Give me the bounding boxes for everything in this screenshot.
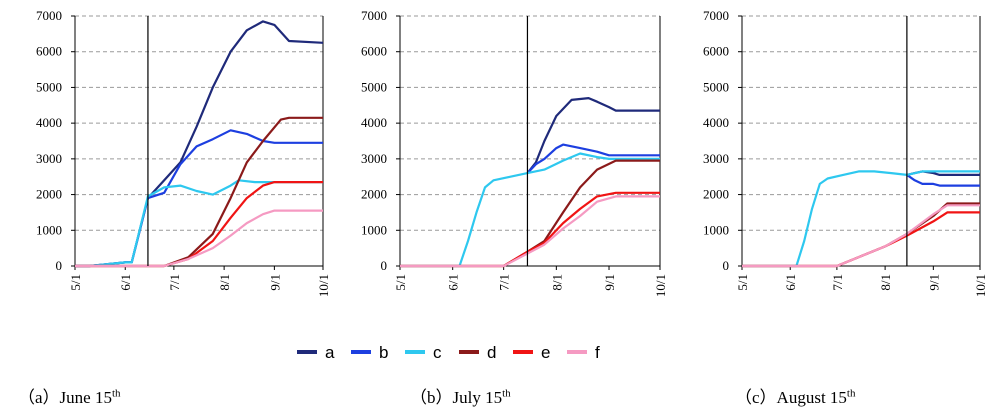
y-tick-label: 2000 [361, 187, 387, 202]
y-tick-label: 4000 [703, 115, 729, 130]
series-f-line [742, 204, 980, 268]
y-tick-label: 3000 [703, 151, 729, 166]
caption-b-sup: th [502, 387, 511, 400]
y-tick-label: 5000 [703, 79, 729, 94]
x-tick-label: 6/1 [118, 274, 133, 291]
y-tick-label: 7000 [361, 8, 387, 23]
x-tick-label: 7/1 [497, 274, 512, 291]
caption-a-sup: th [111, 387, 121, 400]
legend-label-d: d [487, 343, 496, 362]
y-tick-label: 1000 [36, 222, 62, 237]
caption-c-sup: th [846, 387, 856, 400]
x-tick-label: 8/1 [549, 274, 564, 291]
y-tick-label: 5000 [36, 79, 62, 94]
series-b-line [906, 173, 980, 187]
series-e-line [742, 211, 980, 268]
y-tick-label: 6000 [361, 44, 387, 59]
x-tick-label: 10/1 [316, 274, 331, 297]
y-tick-label: 6000 [36, 44, 62, 59]
legend-label-b: b [379, 343, 388, 362]
y-tick-label: 4000 [36, 115, 62, 130]
x-tick-label: 6/1 [783, 274, 798, 291]
series-e-line [400, 191, 660, 268]
x-tick-label: 7/1 [830, 274, 845, 291]
caption-c: （c）August 15th [735, 383, 855, 408]
series-b-line [526, 143, 660, 174]
y-tick-label: 3000 [36, 151, 62, 166]
series-f-line [75, 209, 323, 268]
y-tick-label: 7000 [703, 8, 729, 23]
x-tick-label: 9/1 [926, 274, 941, 291]
x-tick-label: 5/1 [735, 274, 750, 291]
x-tick-label: 7/1 [167, 274, 182, 291]
y-tick-label: 2000 [36, 187, 62, 202]
caption-b: （b）July 15th [410, 383, 511, 408]
caption-c-text: （c）August 15 [735, 388, 847, 407]
x-tick-label: 5/1 [68, 274, 83, 291]
chart-panel-1: 0 1000 2000 3000 4000 5000 6000 7000 5/1 6/1 7/1 8/… [361, 8, 668, 297]
y-tick-label: 7000 [36, 8, 62, 23]
series-a-line [526, 96, 660, 174]
caption-b-text: （b）July 15 [410, 388, 503, 407]
y-tick-label: 3000 [361, 151, 387, 166]
x-tick-label: 9/1 [602, 274, 617, 291]
x-tick-label: 10/1 [973, 274, 988, 297]
y-tick-label: 5000 [361, 79, 387, 94]
y-tick-label: 1000 [361, 222, 387, 237]
x-tick-label: 9/1 [267, 274, 282, 291]
x-tick-label: 5/1 [393, 274, 408, 291]
caption-a-text: （a）June 15 [18, 388, 112, 407]
y-tick-label: 4000 [361, 115, 387, 130]
x-tick-label: 8/1 [878, 274, 893, 291]
series-f-line [400, 195, 660, 268]
chart-panel-2: 0 1000 2000 3000 4000 5000 6000 7000 5/1 6/1 7/1 8/… [703, 8, 988, 297]
x-tick-label: 6/1 [446, 274, 461, 291]
y-tick-label: 0 [723, 258, 730, 273]
caption-a: （a）June 15th [18, 383, 121, 408]
y-tick-label: 0 [381, 258, 388, 273]
x-tick-label: 8/1 [217, 274, 232, 291]
y-tick-label: 1000 [703, 222, 729, 237]
legend-label-e: e [541, 343, 550, 362]
legend-label-f: f [595, 343, 600, 362]
x-tick-label: 10/1 [653, 274, 668, 297]
y-tick-label: 0 [56, 258, 63, 273]
chart-panel-0: 0 1000 2000 3000 4000 5000 6000 7000 5/1 6/1 7/1 8/… [36, 8, 331, 297]
legend-label-a: a [325, 343, 335, 362]
y-tick-label: 6000 [703, 44, 729, 59]
y-tick-label: 2000 [703, 187, 729, 202]
legend: a b c d e f [297, 343, 600, 362]
legend-label-c: c [433, 343, 442, 362]
